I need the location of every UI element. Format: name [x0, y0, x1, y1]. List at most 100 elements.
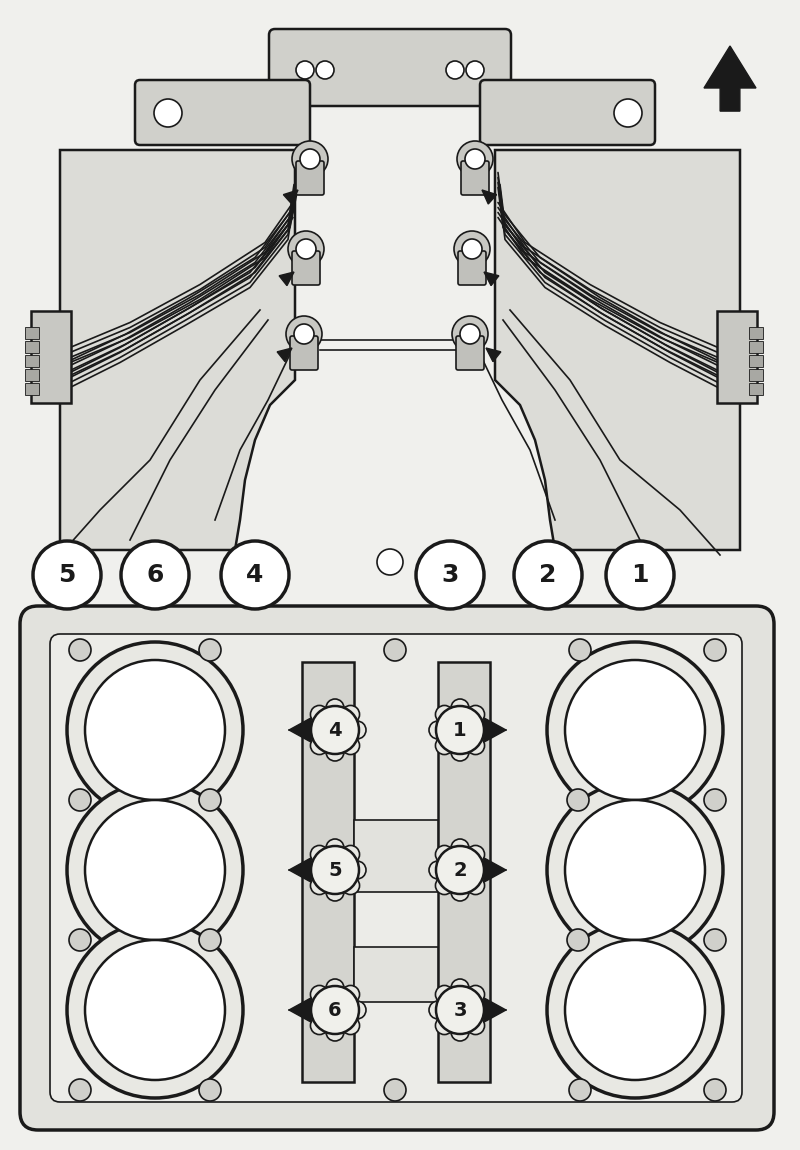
FancyBboxPatch shape [25, 369, 39, 381]
Circle shape [85, 660, 225, 800]
Circle shape [446, 61, 464, 79]
Circle shape [296, 239, 316, 259]
Circle shape [466, 705, 485, 723]
Circle shape [121, 540, 189, 610]
FancyBboxPatch shape [25, 327, 39, 339]
Circle shape [154, 99, 182, 126]
Circle shape [567, 789, 589, 811]
Circle shape [304, 861, 322, 879]
Polygon shape [704, 46, 756, 112]
Circle shape [311, 706, 359, 754]
Circle shape [473, 1000, 491, 1019]
Circle shape [326, 979, 344, 997]
Circle shape [310, 986, 329, 1004]
FancyBboxPatch shape [269, 29, 511, 106]
Circle shape [466, 61, 484, 79]
Text: 2: 2 [539, 564, 557, 586]
Circle shape [435, 1017, 454, 1035]
Circle shape [294, 324, 314, 344]
Circle shape [304, 721, 322, 739]
Circle shape [704, 929, 726, 951]
FancyBboxPatch shape [25, 342, 39, 353]
FancyBboxPatch shape [50, 634, 742, 1102]
Circle shape [704, 639, 726, 661]
Circle shape [300, 150, 320, 169]
Polygon shape [279, 273, 294, 285]
Circle shape [435, 986, 454, 1004]
Circle shape [199, 789, 221, 811]
Circle shape [451, 1024, 469, 1041]
Text: 1: 1 [453, 721, 467, 739]
Text: 3: 3 [454, 1000, 466, 1020]
FancyBboxPatch shape [749, 383, 763, 394]
Circle shape [67, 782, 243, 958]
Circle shape [286, 316, 322, 352]
Text: 6: 6 [328, 1000, 342, 1020]
Circle shape [473, 861, 491, 879]
Circle shape [435, 845, 454, 864]
Circle shape [565, 800, 705, 940]
Circle shape [199, 1079, 221, 1101]
Text: 4: 4 [328, 721, 342, 739]
Circle shape [310, 736, 329, 754]
Circle shape [466, 845, 485, 864]
Circle shape [473, 721, 491, 739]
FancyBboxPatch shape [749, 327, 763, 339]
Circle shape [33, 540, 101, 610]
Text: 4: 4 [246, 564, 264, 586]
Circle shape [429, 861, 447, 879]
Polygon shape [289, 858, 311, 882]
FancyBboxPatch shape [749, 342, 763, 353]
Circle shape [67, 642, 243, 818]
FancyBboxPatch shape [135, 81, 310, 145]
FancyBboxPatch shape [461, 161, 489, 196]
Circle shape [348, 1000, 366, 1019]
Circle shape [451, 699, 469, 716]
Circle shape [460, 324, 480, 344]
Circle shape [606, 540, 674, 610]
Circle shape [310, 845, 329, 864]
Circle shape [326, 1024, 344, 1041]
Circle shape [377, 549, 403, 575]
FancyBboxPatch shape [296, 161, 324, 196]
Circle shape [569, 639, 591, 661]
FancyBboxPatch shape [20, 606, 774, 1130]
Text: 5: 5 [58, 564, 76, 586]
Circle shape [296, 61, 314, 79]
Polygon shape [495, 150, 740, 550]
Circle shape [451, 883, 469, 900]
Circle shape [342, 845, 359, 864]
FancyBboxPatch shape [456, 336, 484, 370]
Circle shape [342, 986, 359, 1004]
Circle shape [310, 705, 329, 723]
Polygon shape [289, 718, 311, 742]
Polygon shape [486, 348, 501, 361]
Circle shape [429, 1000, 447, 1019]
Circle shape [569, 1079, 591, 1101]
Polygon shape [289, 998, 311, 1022]
Circle shape [565, 660, 705, 800]
Circle shape [85, 800, 225, 940]
FancyBboxPatch shape [25, 383, 39, 394]
Circle shape [221, 540, 289, 610]
FancyBboxPatch shape [480, 81, 655, 145]
Circle shape [304, 1000, 322, 1019]
FancyBboxPatch shape [438, 662, 490, 1082]
Circle shape [454, 231, 490, 267]
Circle shape [69, 929, 91, 951]
Circle shape [451, 743, 469, 761]
FancyBboxPatch shape [354, 946, 438, 1002]
Polygon shape [484, 998, 506, 1022]
Circle shape [384, 639, 406, 661]
Circle shape [326, 743, 344, 761]
Circle shape [342, 876, 359, 895]
Polygon shape [60, 150, 295, 550]
FancyBboxPatch shape [749, 355, 763, 367]
Circle shape [384, 1079, 406, 1101]
Circle shape [451, 840, 469, 857]
Polygon shape [283, 190, 298, 204]
Polygon shape [277, 348, 292, 361]
Text: 1: 1 [631, 564, 649, 586]
Circle shape [547, 642, 723, 818]
Circle shape [465, 150, 485, 169]
